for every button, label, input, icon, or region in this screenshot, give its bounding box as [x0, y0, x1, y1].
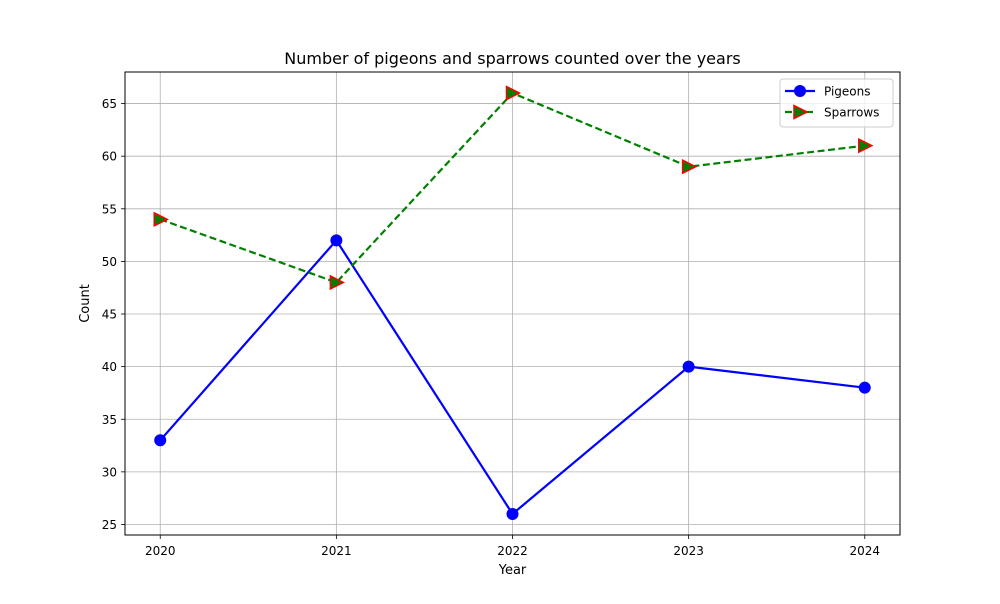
y-tick-label: 40: [102, 360, 117, 374]
pigeons-data-point: [858, 381, 871, 394]
y-tick-label: 55: [102, 202, 117, 216]
legend-swatch-marker: [794, 85, 806, 97]
y-tick-label: 35: [102, 413, 117, 427]
sparrows-data-point: [681, 158, 698, 175]
legend-item-pigeons: Pigeons: [785, 85, 871, 99]
y-tick-label: 60: [102, 150, 117, 164]
x-tick-label: 2022: [497, 544, 528, 558]
pigeons-data-point: [330, 234, 343, 247]
y-tick-label: 65: [102, 97, 117, 111]
sparrows-data-point: [858, 137, 874, 154]
legend-label: Sparrows: [824, 106, 879, 120]
series-layer: [153, 85, 874, 520]
x-tick-label: 2024: [849, 544, 880, 558]
x-axis-label: Year: [498, 563, 527, 578]
x-tick-label: 2023: [673, 544, 704, 558]
grid-lines: [125, 72, 900, 535]
axes: 2020 2021 2022 2023 2024 25 30 35 40 45 50 55 60 65: [102, 97, 880, 558]
y-tick-label: 25: [102, 518, 117, 532]
legend: Pigeons Sparrows: [779, 78, 894, 128]
plot-frame: [124, 71, 901, 536]
sparrows-series: [153, 85, 874, 291]
sparrows-data-point: [329, 274, 346, 291]
x-tick-label: 2020: [145, 544, 176, 558]
y-tick-label: 45: [102, 308, 117, 322]
y-tick-label: 50: [102, 255, 117, 269]
legend-label: Pigeons: [824, 85, 871, 99]
y-axis-label: Count: [78, 284, 93, 323]
sparrows-data-point: [153, 211, 169, 228]
pigeons-series: [154, 234, 871, 520]
legend-item-sparrows: Sparrows: [785, 104, 879, 120]
legend-swatch-marker: [793, 104, 809, 120]
pigeons-data-point: [682, 360, 695, 373]
chart-title: Number of pigeons and sparrows counted o…: [284, 49, 741, 68]
x-tick-label: 2021: [321, 544, 352, 558]
pigeons-data-point: [154, 434, 167, 447]
y-tick-label: 30: [102, 465, 117, 479]
pigeons-data-point: [506, 507, 519, 520]
sparrows-data-point: [505, 85, 522, 101]
